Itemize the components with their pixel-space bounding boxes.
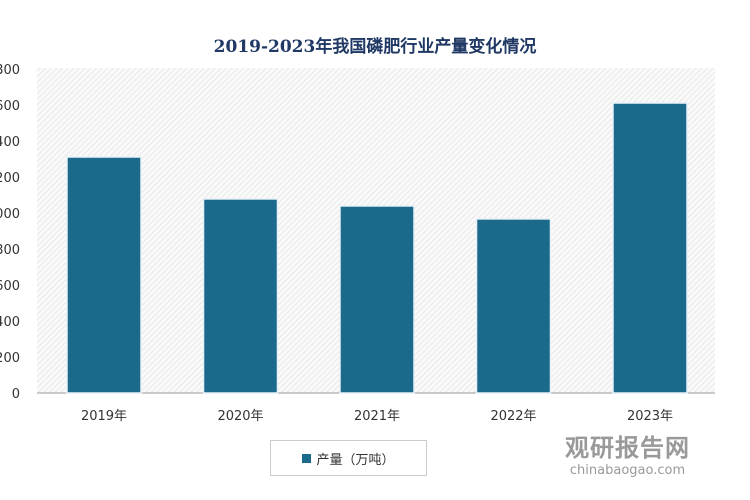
y-tick-label: 0	[12, 387, 20, 402]
x-tick-label: 2021年	[354, 409, 400, 424]
legend-label: 产量（万吨）	[316, 452, 395, 468]
bar	[475, 218, 552, 394]
y-tick-label: 200	[0, 351, 20, 366]
bar	[339, 205, 415, 394]
y-tick-label: 800	[0, 243, 20, 258]
y-tick-label: 1000	[0, 207, 20, 222]
chart-title: 2019-2023年我国磷肥行业产量变化情况	[213, 37, 537, 57]
x-tick-label: 2022年	[490, 409, 536, 424]
y-tick-label: 600	[0, 279, 20, 294]
bar	[202, 198, 279, 394]
bar	[612, 102, 688, 394]
x-tick-label: 2019年	[81, 409, 127, 424]
y-tick-label: 1600	[0, 99, 20, 114]
y-tick-label: 400	[0, 315, 20, 330]
watermark-en: chinabaogao.com	[569, 463, 686, 478]
x-tick-label: 2023年	[627, 409, 673, 424]
watermark-logo: 观研报告网 chinabaogao.com	[505, 428, 690, 478]
y-tick-label: 1400	[0, 135, 20, 150]
watermark-cn: 观研报告网	[565, 434, 690, 462]
x-tick-label: 2020年	[217, 409, 263, 424]
legend-swatch	[302, 453, 312, 463]
y-tick-label: 1200	[0, 171, 20, 186]
legend: 产量（万吨）	[270, 440, 427, 476]
bar	[66, 156, 142, 394]
y-tick-label: 1800	[0, 63, 20, 78]
